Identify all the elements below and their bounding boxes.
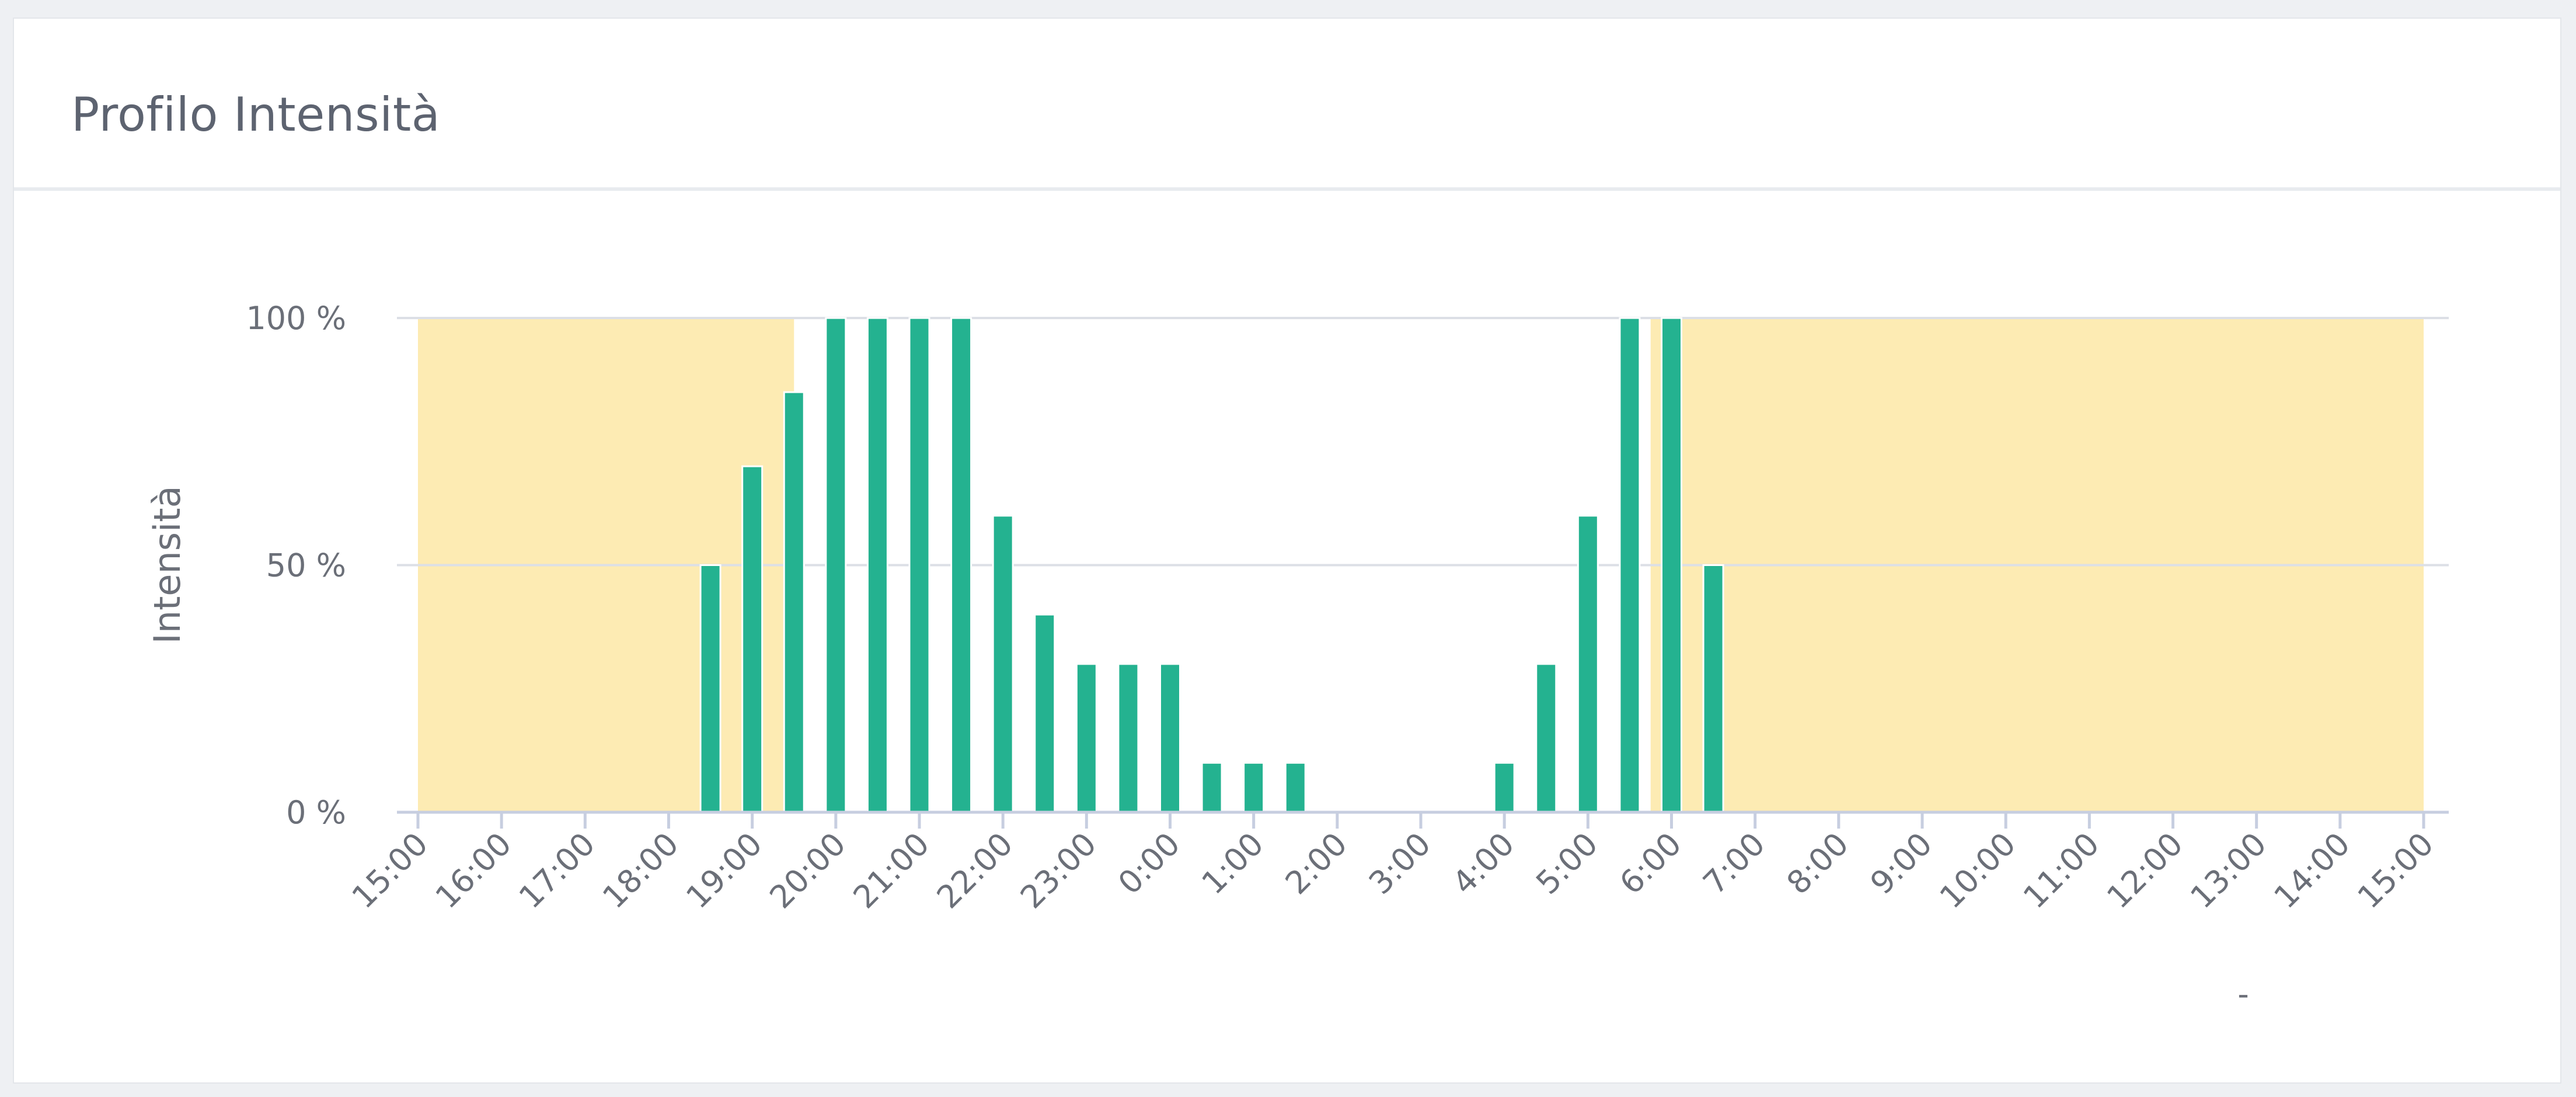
bar <box>1619 317 1641 813</box>
bar <box>1284 761 1306 813</box>
bar <box>741 465 764 813</box>
bar <box>1493 761 1515 813</box>
x-tick-label: 5:00 <box>1529 826 1605 902</box>
bar <box>1243 761 1265 813</box>
card-title: Profilo Intensità <box>71 88 441 142</box>
bar <box>1702 564 1724 813</box>
x-tick-label: 10:00 <box>1933 826 2023 916</box>
x-tick-label: 11:00 <box>2016 826 2107 916</box>
bar <box>1034 613 1056 813</box>
bar <box>825 317 847 813</box>
bar <box>866 317 888 813</box>
x-tick-label: 23:00 <box>1013 826 1104 916</box>
bar <box>699 564 721 813</box>
x-tick-label: 2:00 <box>1278 826 1354 902</box>
footnote-mark: - <box>2237 976 2249 1012</box>
bar <box>1159 663 1181 813</box>
x-tick-label: 19:00 <box>679 826 769 916</box>
bar <box>1201 761 1223 813</box>
x-tick-label: 0:00 <box>1111 826 1187 902</box>
x-tick-label: 8:00 <box>1780 826 1856 902</box>
x-tick-label: 14:00 <box>2267 826 2357 916</box>
card-header: Profilo Intensità <box>14 19 2560 191</box>
bar <box>1535 663 1557 813</box>
bar <box>1577 515 1599 813</box>
bar <box>1075 663 1097 813</box>
x-tick-label: 4:00 <box>1445 826 1521 902</box>
x-tick-label: 7:00 <box>1696 826 1772 902</box>
x-tick-label: 9:00 <box>1863 826 1939 902</box>
x-tick-label: 15:00 <box>2351 826 2441 916</box>
x-tick-label: 18:00 <box>595 826 686 916</box>
y-axis-label: Intensità <box>146 485 189 644</box>
y-tick-label: 50 % <box>266 547 346 584</box>
x-tick-label: 15:00 <box>345 826 435 916</box>
bar <box>783 391 805 813</box>
x-tick-label: 16:00 <box>428 826 519 916</box>
x-tick-label: 3:00 <box>1362 826 1438 902</box>
x-tick-label: 22:00 <box>930 826 1020 916</box>
y-tick-label: 100 % <box>246 300 346 337</box>
bar <box>950 317 972 813</box>
x-tick-label: 13:00 <box>2183 826 2274 916</box>
x-tick-label: 1:00 <box>1195 826 1271 902</box>
bar <box>1661 317 1682 813</box>
bar <box>1117 663 1139 813</box>
bar <box>908 317 930 813</box>
x-tick-label: 17:00 <box>512 826 602 916</box>
x-tick-label: 12:00 <box>2100 826 2190 916</box>
x-tick-label: 21:00 <box>846 826 937 916</box>
y-tick-label: 0 % <box>286 794 346 831</box>
x-tick-label: 6:00 <box>1612 826 1688 902</box>
bar <box>992 515 1014 813</box>
x-tick-label: 20:00 <box>762 826 853 916</box>
